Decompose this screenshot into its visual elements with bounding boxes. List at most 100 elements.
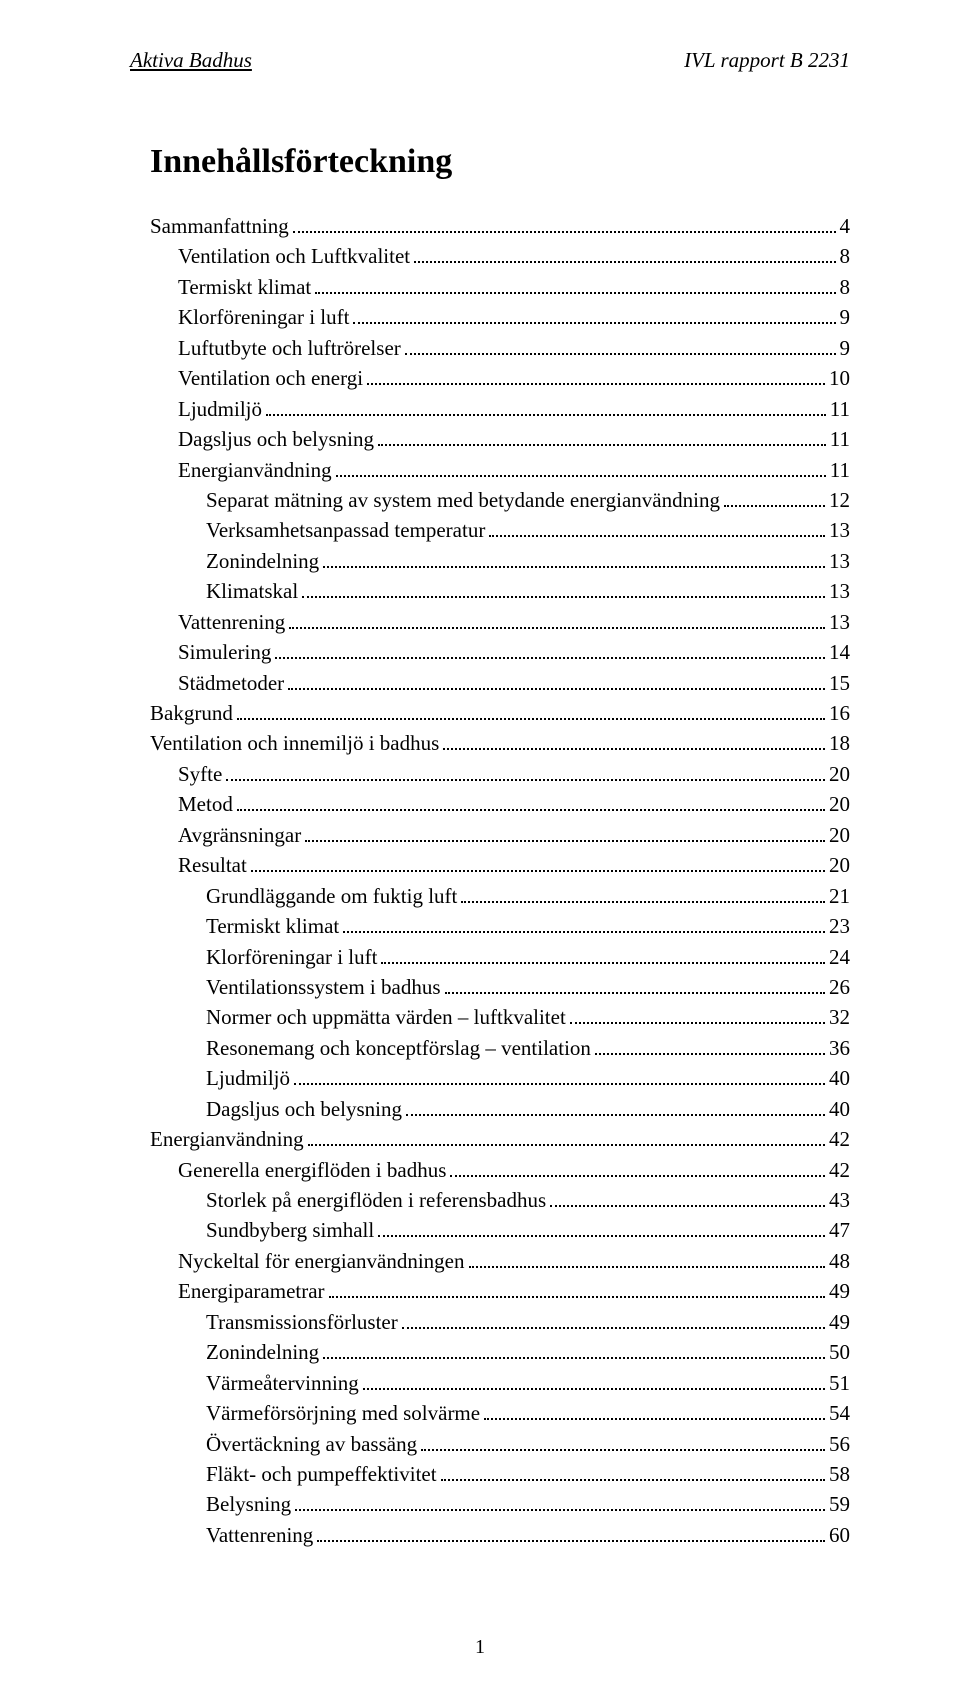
toc-row: Verksamhetsanpassad temperatur 13	[150, 515, 850, 545]
toc-row: Ventilation och energi 10	[150, 363, 850, 393]
toc-dot-leader	[308, 1144, 825, 1146]
toc-entry-label: Energiparametrar	[178, 1276, 325, 1306]
toc-dot-leader	[381, 962, 825, 964]
toc-entry-label: Sundbyberg simhall	[206, 1215, 374, 1245]
toc-dot-leader	[421, 1449, 825, 1451]
toc-dot-leader	[237, 718, 825, 720]
toc-dot-leader	[315, 292, 835, 294]
toc-dot-leader	[336, 475, 826, 477]
toc-entry-page: 54	[829, 1398, 850, 1428]
toc-row: Resonemang och konceptförslag – ventilat…	[150, 1033, 850, 1063]
toc-entry-page: 14	[829, 637, 850, 667]
toc-entry-label: Zonindelning	[206, 546, 319, 576]
toc-row: Belysning 59	[150, 1489, 850, 1519]
toc-entry-label: Termiskt klimat	[206, 911, 339, 941]
toc-entry-label: Dagsljus och belysning	[206, 1094, 402, 1124]
toc-dot-leader	[461, 901, 825, 903]
toc-entry-page: 20	[829, 789, 850, 819]
toc-row: Fläkt- och pumpeffektivitet 58	[150, 1459, 850, 1489]
toc-entry-label: Värmeåtervinning	[206, 1368, 359, 1398]
toc-entry-label: Luftutbyte och luftrörelser	[178, 333, 401, 363]
toc-dot-leader	[405, 353, 836, 355]
toc-row: Städmetoder 15	[150, 668, 850, 698]
toc-dot-leader	[378, 1235, 825, 1237]
toc-entry-label: Sammanfattning	[150, 211, 289, 241]
toc-entry-label: Transmissionsförluster	[206, 1307, 398, 1337]
toc-dot-leader	[724, 505, 825, 507]
header-left: Aktiva Badhus	[130, 48, 252, 73]
toc-entry-page: 20	[829, 759, 850, 789]
toc-row: Klorföreningar i luft 9	[150, 302, 850, 332]
toc-row: Ventilation och Luftkvalitet 8	[150, 241, 850, 271]
toc-entry-label: Generella energiflöden i badhus	[178, 1155, 446, 1185]
toc-row: Transmissionsförluster 49	[150, 1307, 850, 1337]
toc-dot-leader	[469, 1266, 825, 1268]
toc-dot-leader	[251, 870, 825, 872]
toc-row: Dagsljus och belysning 40	[150, 1094, 850, 1124]
toc-entry-page: 58	[829, 1459, 850, 1489]
page-footer: 1	[0, 1636, 960, 1659]
toc-entry-page: 21	[829, 881, 850, 911]
toc-entry-label: Energianvändning	[150, 1124, 304, 1154]
toc-row: Sammanfattning 4	[150, 211, 850, 241]
toc-row: Grundläggande om fuktig luft 21	[150, 881, 850, 911]
toc-row: Värmeförsörjning med solvärme 54	[150, 1398, 850, 1428]
toc-entry-page: 20	[829, 820, 850, 850]
toc-row: Sundbyberg simhall 47	[150, 1215, 850, 1245]
toc-entry-page: 11	[830, 455, 850, 485]
toc-row: Metod 20	[150, 789, 850, 819]
toc-entry-page: 20	[829, 850, 850, 880]
toc-entry-page: 13	[829, 515, 850, 545]
toc-entry-page: 49	[829, 1307, 850, 1337]
toc-row: Resultat 20	[150, 850, 850, 880]
toc-entry-label: Fläkt- och pumpeffektivitet	[206, 1459, 437, 1489]
toc-dot-leader	[489, 535, 825, 537]
toc-dot-leader	[378, 444, 826, 446]
toc-dot-leader	[226, 779, 825, 781]
toc-row: Separat mätning av system med betydande …	[150, 485, 850, 515]
toc-dot-leader	[343, 931, 825, 933]
toc-entry-label: Zonindelning	[206, 1337, 319, 1367]
page-number: 1	[475, 1636, 485, 1658]
toc-row: Nyckeltal för energianvändningen 48	[150, 1246, 850, 1276]
toc-entry-label: Energianvändning	[178, 455, 332, 485]
toc-row: Ljudmiljö 11	[150, 394, 850, 424]
toc-entry-page: 32	[829, 1002, 850, 1032]
toc-dot-leader	[441, 1479, 825, 1481]
toc-entry-label: Ljudmiljö	[206, 1063, 290, 1093]
toc-entry-label: Termiskt klimat	[178, 272, 311, 302]
toc-dot-leader	[329, 1296, 825, 1298]
toc-dot-leader	[275, 657, 825, 659]
toc-dot-leader	[570, 1022, 825, 1024]
toc-entry-label: Klorföreningar i luft	[206, 942, 377, 972]
toc-row: Termiskt klimat 8	[150, 272, 850, 302]
toc-entry-label: Storlek på energiflöden i referensbadhus	[206, 1185, 546, 1215]
toc-entry-page: 12	[829, 485, 850, 515]
toc-entry-label: Vattenrening	[178, 607, 285, 637]
toc-entry-label: Övertäckning av bassäng	[206, 1429, 417, 1459]
toc-entry-label: Avgränsningar	[178, 820, 301, 850]
toc-dot-leader	[595, 1053, 825, 1055]
toc-dot-leader	[266, 414, 826, 416]
toc-entry-page: 40	[829, 1063, 850, 1093]
toc-entry-page: 36	[829, 1033, 850, 1063]
toc-dot-leader	[484, 1418, 825, 1420]
toc-dot-leader	[363, 1388, 825, 1390]
toc-row: Storlek på energiflöden i referensbadhus…	[150, 1185, 850, 1215]
toc-entry-page: 8	[840, 241, 851, 271]
toc-row: Dagsljus och belysning 11	[150, 424, 850, 454]
toc-entry-page: 43	[829, 1185, 850, 1215]
toc-entry-page: 11	[830, 424, 850, 454]
toc-entry-page: 8	[840, 272, 851, 302]
toc-row: Vattenrening 60	[150, 1520, 850, 1550]
toc-entry-label: Nyckeltal för energianvändningen	[178, 1246, 465, 1276]
toc-row: Zonindelning 13	[150, 546, 850, 576]
toc-entry-page: 47	[829, 1215, 850, 1245]
toc-dot-leader	[443, 748, 825, 750]
toc-row: Övertäckning av bassäng 56	[150, 1429, 850, 1459]
toc-dot-leader	[367, 383, 825, 385]
toc-entry-page: 49	[829, 1276, 850, 1306]
toc-dot-leader	[406, 1114, 825, 1116]
toc-entry-page: 4	[840, 211, 851, 241]
toc-entry-page: 42	[829, 1124, 850, 1154]
